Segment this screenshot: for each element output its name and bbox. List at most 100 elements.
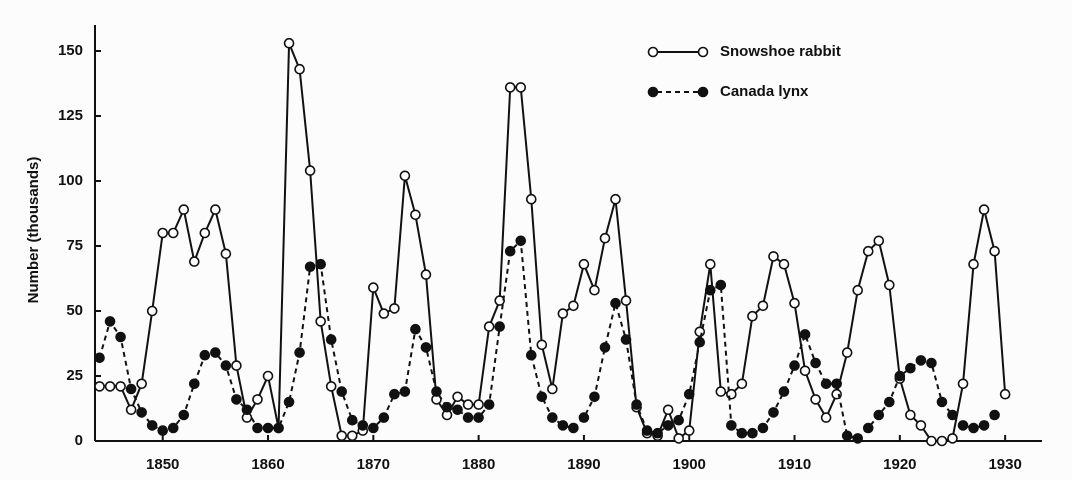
data-point [662, 420, 674, 431]
data-point [862, 245, 874, 257]
data-point [336, 430, 348, 442]
data-point [199, 349, 211, 361]
data-point [694, 336, 706, 348]
data-point [799, 329, 811, 340]
data-point [178, 409, 190, 421]
data-point [483, 321, 495, 332]
y-tick-label: 100 [58, 172, 83, 189]
x-tick-label: 1870 [357, 456, 390, 473]
data-point [504, 82, 516, 93]
y-tick-label: 25 [66, 367, 83, 384]
data-point [220, 248, 232, 260]
y-tick-label: 50 [66, 302, 83, 319]
data-point [810, 394, 821, 405]
data-point [104, 381, 116, 392]
data-point [125, 383, 137, 395]
data-point [704, 284, 716, 296]
data-point [336, 386, 348, 397]
data-point [915, 420, 927, 431]
x-tick-label: 1910 [778, 456, 811, 473]
data-point [146, 305, 158, 317]
data-point [578, 258, 590, 270]
data-point [968, 422, 979, 434]
data-point [515, 235, 527, 247]
data-point [683, 425, 695, 436]
data-point [568, 300, 579, 312]
data-point [157, 227, 169, 239]
data-point [241, 404, 253, 416]
legend-marker [647, 86, 659, 98]
data-point [662, 404, 674, 416]
data-point [905, 362, 916, 374]
series-line [99, 42, 1007, 442]
data-point [589, 391, 600, 403]
data-point [462, 399, 474, 410]
data-point [673, 414, 685, 426]
data-point [915, 355, 927, 366]
data-point [757, 422, 769, 434]
data-point [620, 295, 632, 306]
data-point [557, 308, 569, 319]
data-point [841, 347, 853, 358]
data-point [989, 409, 1000, 421]
data-point [631, 399, 642, 410]
x-tick-label: 1920 [883, 456, 916, 473]
data-point [547, 412, 558, 423]
data-point [125, 404, 137, 416]
data-point [441, 401, 453, 413]
data-point [157, 425, 169, 436]
data-point [94, 381, 105, 392]
data-point [462, 412, 474, 423]
data-point [378, 412, 390, 423]
data-point [884, 396, 895, 408]
data-point [726, 420, 737, 431]
y-axis-label: Number (thousands) [25, 157, 42, 304]
data-point [220, 360, 232, 371]
y-tick-label: 150 [58, 42, 83, 59]
data-point [968, 258, 979, 270]
x-tick-label: 1850 [146, 456, 179, 473]
data-point [325, 381, 337, 392]
x-tick-label: 1880 [462, 456, 495, 473]
data-point [620, 334, 632, 345]
data-point [757, 300, 769, 312]
data-point [494, 321, 505, 332]
data-point [431, 386, 442, 397]
data-point [978, 420, 990, 431]
data-point [704, 258, 716, 270]
data-point [536, 391, 548, 403]
data-point [389, 388, 400, 400]
data-point [146, 420, 158, 431]
data-point [115, 381, 126, 392]
data-point [283, 396, 295, 408]
data-point [167, 422, 179, 434]
data-point [252, 422, 263, 434]
data-point [420, 342, 432, 353]
data-point [610, 193, 621, 205]
x-tick-label: 1860 [251, 456, 284, 473]
data-point [589, 284, 600, 296]
data-point [504, 245, 516, 257]
data-point [947, 433, 958, 444]
data-point [136, 407, 147, 418]
data-point [905, 409, 916, 421]
data-point [715, 386, 727, 397]
data-point [578, 412, 590, 423]
data-point [262, 370, 274, 382]
data-point [210, 204, 221, 215]
data-point [926, 357, 937, 369]
y-tick-label: 75 [66, 237, 83, 254]
legend-marker [697, 46, 709, 58]
data-point [346, 414, 358, 426]
data-point [768, 251, 779, 262]
data-point [262, 422, 274, 434]
data-point [252, 394, 263, 405]
y-tick-label: 125 [58, 107, 83, 124]
data-point [736, 427, 748, 439]
data-point [410, 323, 421, 335]
data-point [799, 365, 811, 377]
data-point [378, 308, 390, 319]
data-point [641, 425, 653, 436]
data-point [820, 412, 832, 423]
